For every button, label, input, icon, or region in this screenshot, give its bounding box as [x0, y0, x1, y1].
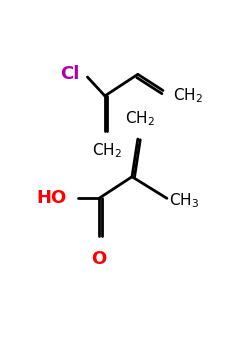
Text: CH$_2$: CH$_2$	[125, 110, 155, 128]
Text: O: O	[92, 250, 107, 267]
Text: Cl: Cl	[60, 65, 80, 83]
Text: HO: HO	[36, 189, 66, 207]
Text: CH$_2$: CH$_2$	[173, 86, 203, 105]
Text: CH$_3$: CH$_3$	[169, 192, 199, 210]
Text: CH$_2$: CH$_2$	[92, 142, 122, 160]
